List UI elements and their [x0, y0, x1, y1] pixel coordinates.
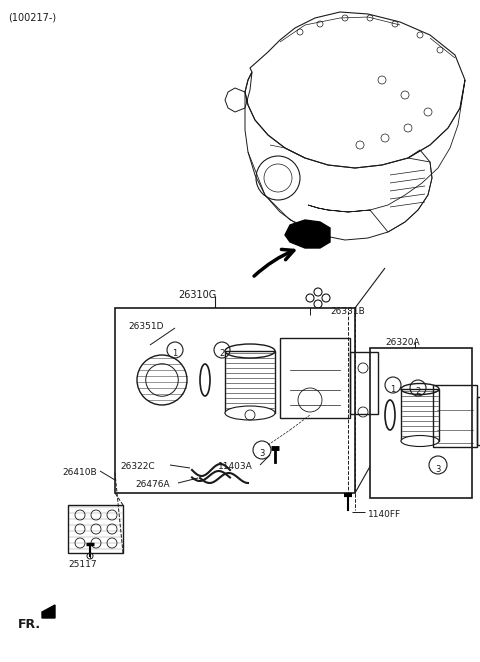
Bar	[370, 348, 472, 498]
Text: 2: 2	[219, 350, 225, 359]
Text: 1: 1	[172, 350, 178, 359]
Polygon shape	[42, 605, 55, 618]
Text: 3: 3	[259, 449, 264, 459]
Bar	[68, 505, 123, 553]
Text: 3: 3	[435, 465, 441, 473]
Bar	[433, 385, 477, 447]
Text: 25117: 25117	[68, 560, 96, 569]
Text: 26410B: 26410B	[62, 468, 96, 477]
Text: 26320A: 26320A	[385, 338, 420, 347]
Text: 26351D: 26351D	[128, 322, 164, 331]
Text: 26331B: 26331B	[330, 307, 365, 316]
Ellipse shape	[225, 406, 275, 420]
Text: 26310G: 26310G	[178, 290, 216, 300]
Polygon shape	[285, 220, 330, 248]
Bar	[225, 351, 275, 413]
Bar	[115, 308, 355, 493]
Text: 26322C: 26322C	[120, 462, 155, 471]
Text: 11403A: 11403A	[218, 462, 253, 471]
Text: 1: 1	[390, 385, 396, 393]
Bar	[280, 338, 350, 418]
Text: 26476A: 26476A	[135, 480, 169, 489]
Text: (100217-): (100217-)	[8, 12, 56, 22]
Text: 2: 2	[415, 387, 420, 397]
Ellipse shape	[401, 436, 439, 446]
Bar	[401, 389, 439, 441]
Bar	[477, 397, 480, 445]
Text: FR.: FR.	[18, 618, 41, 631]
Bar	[350, 352, 378, 414]
Text: 1140FF: 1140FF	[368, 510, 401, 519]
